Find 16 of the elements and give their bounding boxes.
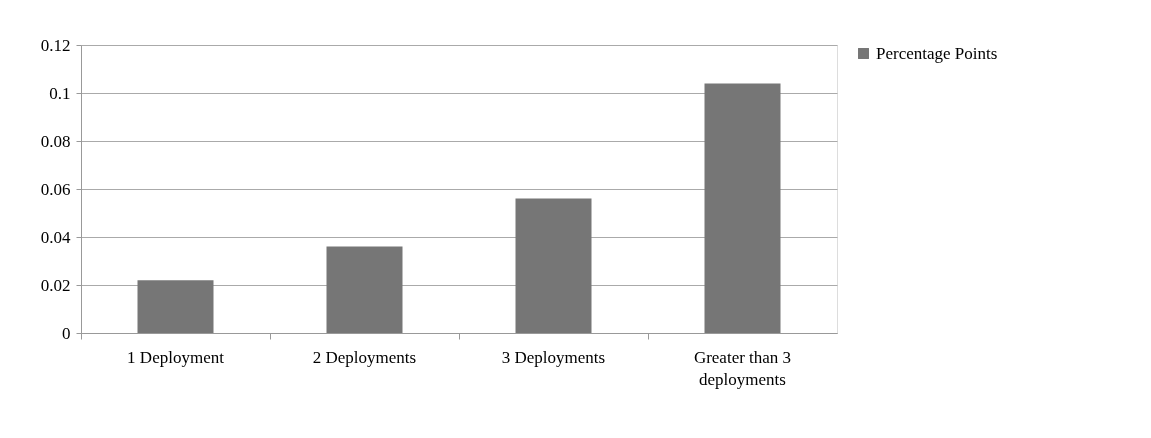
bar [515,198,592,333]
legend-label: Percentage Points [876,43,998,63]
y-tick-label: 0.02 [40,275,71,295]
y-tick-label: 0.04 [40,227,71,247]
y-tick-label: 0.06 [40,179,71,199]
x-tick-label: 2 Deployments [312,347,417,367]
bar [326,246,403,333]
y-tick-label: 0 [62,323,71,343]
bar [704,83,781,333]
x-tick-label: 3 Deployments [501,347,606,367]
y-tick-label: 0.12 [40,35,71,55]
bar [137,280,214,333]
x-tick-label: 1 Deployment [127,347,225,367]
y-tick-label: 0.08 [40,131,71,151]
y-tick-label: 0.1 [49,83,71,103]
x-tick-label: Greater than 3 deployments [693,347,792,389]
